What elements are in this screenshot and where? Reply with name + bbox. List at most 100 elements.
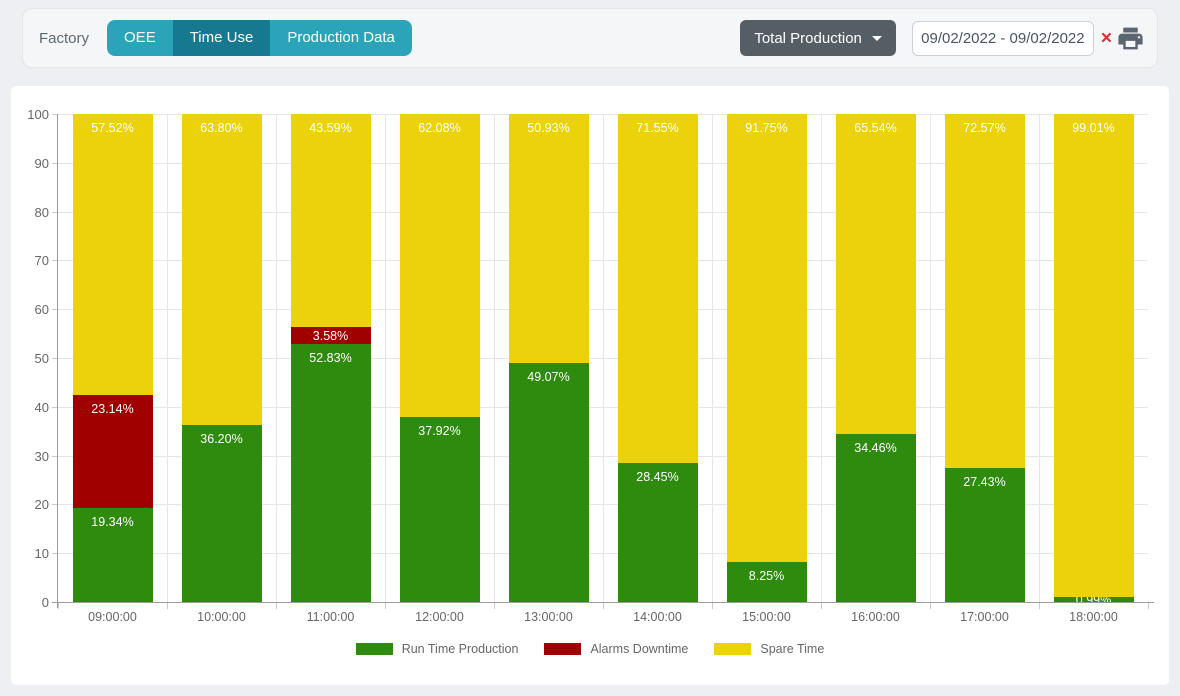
legend-swatch <box>355 643 393 655</box>
y-tick-label: 40 <box>34 399 49 415</box>
legend-label: Spare Time <box>760 642 825 656</box>
x-tick <box>1039 603 1040 609</box>
x-tick-label: 14:00:00 <box>633 610 682 624</box>
bar-segment-run-time-production[interactable] <box>617 463 698 602</box>
bar-segment-run-time-production[interactable] <box>944 468 1025 602</box>
y-axis-line <box>57 114 58 608</box>
y-tick <box>52 309 58 311</box>
x-tick <box>385 603 386 609</box>
gridline-v <box>385 114 386 602</box>
x-tick-label: 11:00:00 <box>306 610 355 624</box>
bar-segment-spare-time[interactable] <box>1053 114 1134 598</box>
x-tick <box>58 603 59 609</box>
gridline-v <box>603 114 604 602</box>
gridline-v <box>494 114 495 602</box>
y-tick <box>52 406 58 408</box>
y-tick <box>52 114 58 115</box>
factory-label: Factory <box>39 29 90 47</box>
y-tick <box>52 455 58 457</box>
legend-label: Run Time Production <box>401 642 519 656</box>
tab-oee[interactable]: OEE <box>107 20 173 56</box>
legend-label: Alarms Downtime <box>590 642 689 656</box>
header-bar: Factory OEE Time Use Production Data Total… <box>22 8 1158 68</box>
y-tick-label: 90 <box>34 155 49 171</box>
y-tick-label: 80 <box>34 204 49 220</box>
x-tick <box>930 603 931 609</box>
x-tick <box>167 603 168 609</box>
view-tab-group: OEE Time Use Production Data <box>107 20 412 56</box>
bar-segment-run-time-production[interactable] <box>835 433 916 602</box>
x-tick-label: 18:00:00 <box>1069 610 1118 624</box>
x-tick-label: 09:00:00 <box>88 610 137 624</box>
legend-swatch <box>544 643 582 655</box>
bar-segment-run-time-production[interactable] <box>181 425 262 602</box>
bar-segment-spare-time[interactable] <box>617 114 698 464</box>
x-tick-label: 16:00:00 <box>851 610 900 624</box>
bar-segment-spare-time[interactable] <box>726 114 807 562</box>
plot-area: 19.34% 23.14% 57.52% 36.20% 63.80% 52.83% 3.58… <box>58 114 1148 602</box>
gridline-v <box>821 114 822 602</box>
x-tick <box>276 603 277 609</box>
y-tick-label: 60 <box>34 302 49 318</box>
x-tick-label: 13:00:00 <box>524 610 573 624</box>
total-production-dropdown-label: Total Production <box>754 29 862 47</box>
bar-segment-run-time-production[interactable] <box>508 362 589 602</box>
printer-icon <box>1118 27 1143 49</box>
y-tick <box>52 260 58 262</box>
bar-segment-spare-time[interactable] <box>181 114 262 426</box>
total-production-dropdown[interactable]: Total Production <box>740 20 896 56</box>
legend-item-run-time-production[interactable]: Run Time Production <box>355 642 519 656</box>
bar-segment-spare-time[interactable] <box>835 114 916 434</box>
gridline-v <box>712 114 713 602</box>
y-tick-label: 20 <box>34 497 49 513</box>
y-tick-label: 50 <box>34 351 49 366</box>
y-tick-label: 30 <box>34 448 49 464</box>
x-tick-label: 10:00:00 <box>197 610 246 624</box>
y-tick <box>52 358 58 359</box>
x-tick-label: 12:00:00 <box>415 610 464 624</box>
bar-segment-spare-time[interactable] <box>508 114 589 363</box>
x-tick <box>1148 603 1149 609</box>
tab-time-use[interactable]: Time Use <box>172 20 271 56</box>
gridline-v <box>930 114 931 602</box>
gridline-v <box>167 114 168 602</box>
bar-segment-spare-time[interactable] <box>944 114 1025 469</box>
bar-segment-run-time-production[interactable] <box>399 416 480 602</box>
bar-segment-run-time-production[interactable] <box>726 561 807 602</box>
legend-item-alarms-downtime[interactable]: Alarms Downtime <box>544 642 688 656</box>
x-tick <box>821 603 822 609</box>
y-tick-label: 0 <box>41 595 49 610</box>
chart-legend: Run Time Production Alarms Downtime Spare … <box>11 642 1169 656</box>
caret-down-icon <box>871 35 882 41</box>
y-tick-label: 70 <box>34 253 49 269</box>
x-axis-line <box>52 602 1154 603</box>
bar-segment-spare-time[interactable] <box>399 114 480 417</box>
x-tick-label: 17:00:00 <box>960 610 1009 624</box>
bar-segment-spare-time[interactable] <box>290 114 371 327</box>
bar-segment-spare-time[interactable] <box>72 114 153 395</box>
y-tick-label: 10 <box>34 546 49 562</box>
date-range-input[interactable] <box>911 20 1094 56</box>
y-tick <box>52 553 58 555</box>
x-tick <box>494 603 495 609</box>
legend-swatch <box>714 643 752 655</box>
y-tick-label: 100 <box>27 107 49 122</box>
print-button[interactable] <box>1116 24 1145 53</box>
x-tick-label: 15:00:00 <box>742 610 791 624</box>
time-use-chart-card: 0 10 20 30 40 50 60 70 80 90 100 19.34% 23.14% 57.52… <box>10 85 1170 686</box>
bar-segment-run-time-production[interactable] <box>1053 597 1134 602</box>
y-tick <box>52 504 58 506</box>
x-tick <box>603 603 604 609</box>
tab-production-data[interactable]: Production Data <box>270 20 412 56</box>
x-tick <box>712 603 713 609</box>
y-tick <box>52 162 58 164</box>
legend-item-spare-time[interactable]: Spare Time <box>714 642 824 656</box>
bar-segment-alarms-downtime[interactable] <box>290 326 371 345</box>
bar-segment-run-time-production[interactable] <box>290 344 371 602</box>
clear-date-icon[interactable]: × <box>1100 27 1112 49</box>
bar-segment-alarms-downtime[interactable] <box>72 394 153 508</box>
gridline-v <box>276 114 277 602</box>
y-tick <box>52 211 58 213</box>
gridline-v <box>1039 114 1040 602</box>
bar-segment-run-time-production[interactable] <box>72 507 153 602</box>
